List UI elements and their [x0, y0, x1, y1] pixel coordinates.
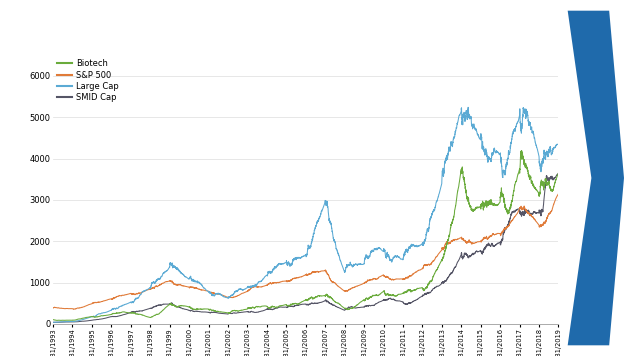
Text: Biotech has bounced back rapidly after downturns: Biotech has bounced back rapidly after d… [10, 18, 468, 33]
Legend: Biotech, S&P 500, Large Cap, SMID Cap: Biotech, S&P 500, Large Cap, SMID Cap [57, 59, 119, 102]
Polygon shape [568, 11, 624, 345]
